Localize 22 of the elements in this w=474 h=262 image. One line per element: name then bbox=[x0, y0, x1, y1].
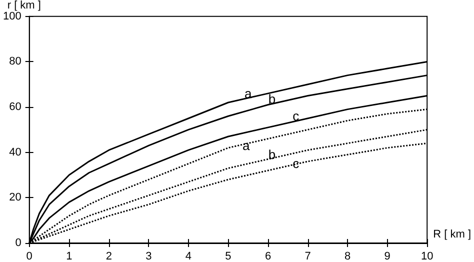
x-tick-label: 3 bbox=[146, 250, 152, 262]
x-tick-label: 10 bbox=[420, 250, 434, 262]
y-axis-title: r [ km ] bbox=[7, 0, 41, 12]
annotation: c bbox=[292, 156, 300, 172]
x-tick-label: 9 bbox=[384, 250, 390, 262]
annotation: c bbox=[292, 108, 300, 124]
annotation: b bbox=[268, 92, 276, 107]
x-tick-label: 7 bbox=[304, 250, 311, 262]
y-tick-label: 20 bbox=[9, 192, 22, 204]
x-tick-label: 1 bbox=[66, 250, 72, 262]
x-tick-label: 4 bbox=[185, 250, 192, 262]
x-tick-label: 0 bbox=[26, 250, 32, 262]
x-tick-label: 2 bbox=[106, 250, 112, 262]
y-tick-label: 0 bbox=[15, 237, 22, 249]
x-tick-label: 8 bbox=[344, 250, 351, 262]
y-tick-label: 100 bbox=[2, 10, 22, 22]
x-axis-title: R [ km ] bbox=[433, 228, 472, 240]
x-tick-label: 6 bbox=[264, 250, 272, 262]
y-tick-label: 80 bbox=[9, 56, 22, 68]
y-tick-label: 60 bbox=[9, 101, 22, 114]
x-tick-label: 5 bbox=[225, 250, 232, 262]
y-tick-label: 40 bbox=[9, 146, 22, 158]
